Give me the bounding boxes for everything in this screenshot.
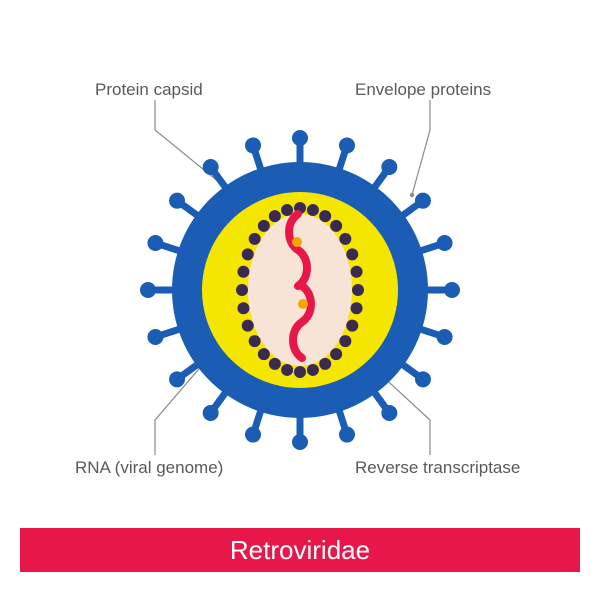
virus-diagram bbox=[0, 0, 600, 600]
label-protein-capsid: Protein capsid bbox=[95, 80, 203, 100]
label-envelope-proteins: Envelope proteins bbox=[355, 80, 491, 100]
diagram-title: Retroviridae bbox=[230, 535, 370, 566]
label-reverse-transcriptase: Reverse transcriptase bbox=[355, 458, 520, 478]
title-band: Retroviridae bbox=[20, 528, 580, 572]
label-rna: RNA (viral genome) bbox=[75, 458, 223, 478]
